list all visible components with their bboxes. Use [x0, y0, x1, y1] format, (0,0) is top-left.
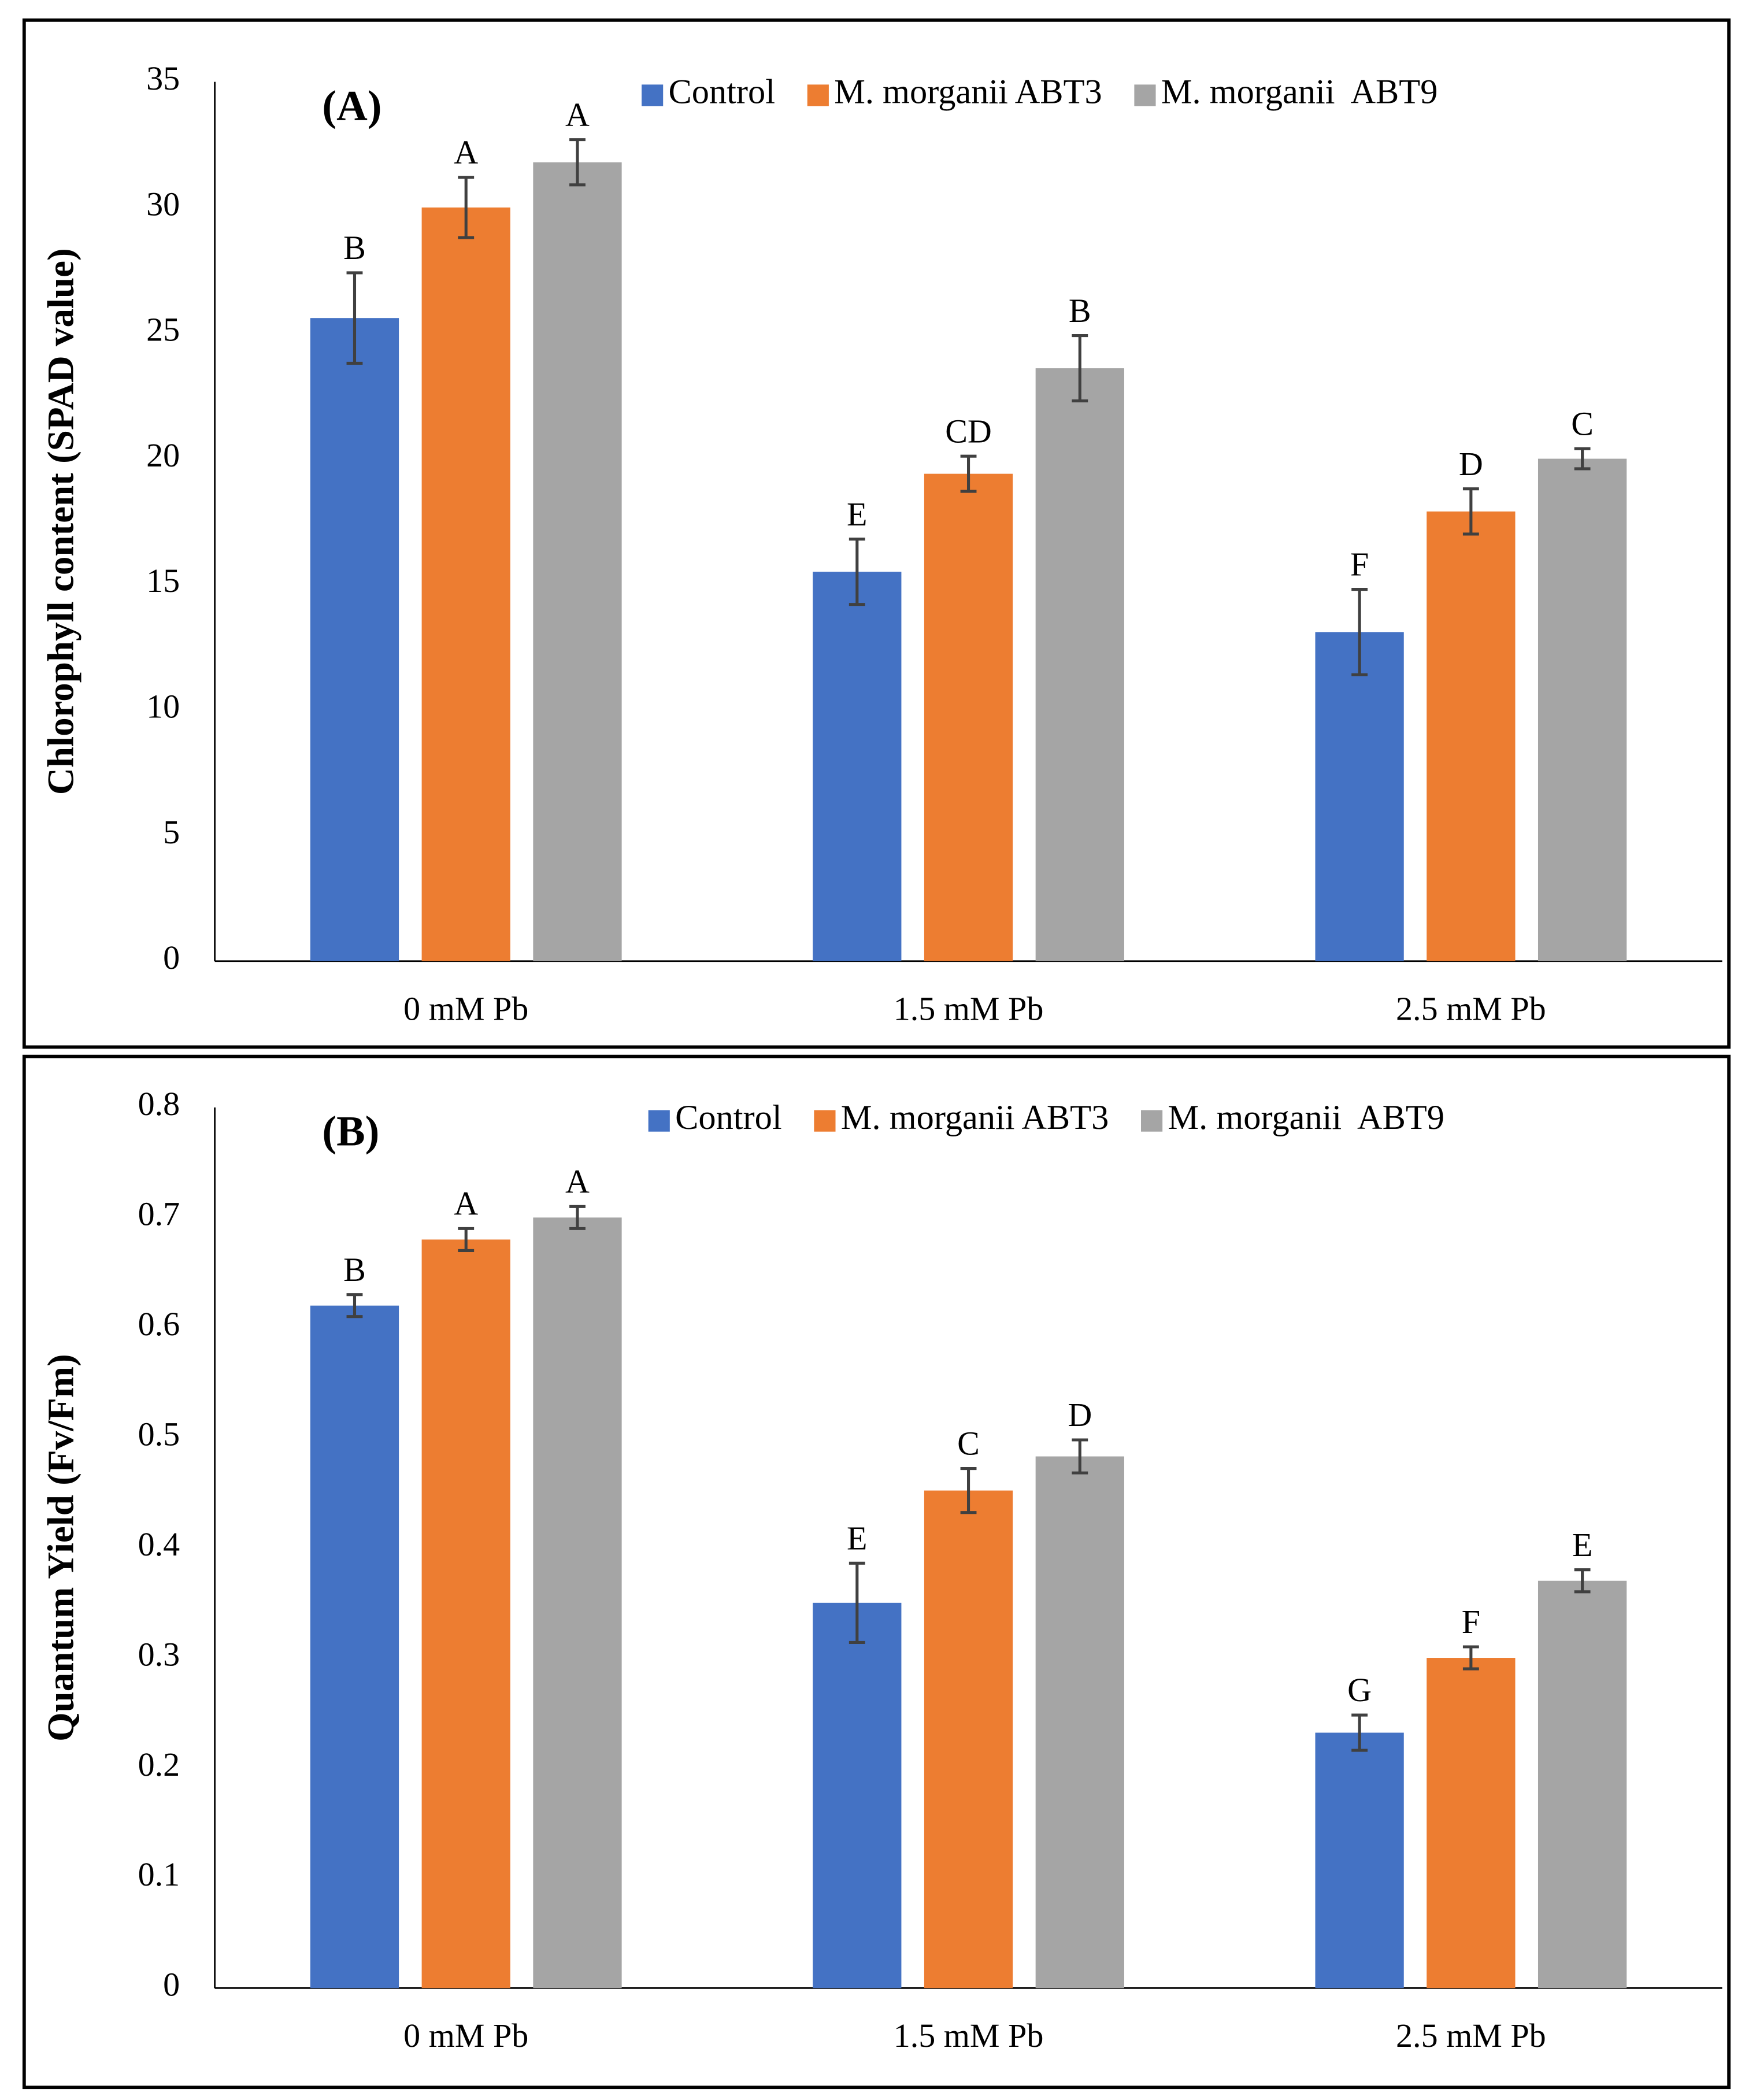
y-tick-label: 5 — [163, 813, 180, 851]
bar — [924, 473, 1013, 961]
error-bar — [346, 1293, 363, 1318]
significance-letter: E — [847, 1519, 867, 1557]
panel-border — [22, 18, 1731, 1049]
error-bar — [960, 1466, 977, 1514]
error-bar — [1072, 334, 1088, 403]
error-bar — [960, 454, 977, 493]
error-bar — [1351, 588, 1368, 676]
significance-letter: A — [565, 1162, 590, 1200]
legend-swatch — [642, 84, 664, 106]
significance-letter: A — [565, 96, 590, 134]
legend-swatch — [814, 1110, 836, 1132]
legend-label: Control — [669, 73, 776, 112]
significance-letter: F — [1350, 546, 1369, 583]
significance-letter: G — [1347, 1671, 1372, 1709]
y-tick-label: 10 — [146, 687, 180, 725]
y-tick-label: 0.7 — [138, 1195, 180, 1233]
error-bar — [458, 1227, 475, 1253]
legend-label: Control — [675, 1098, 782, 1137]
error-bar — [849, 538, 865, 606]
error-bar — [1072, 1438, 1088, 1475]
significance-letter: D — [1459, 445, 1483, 483]
legend-swatch — [648, 1110, 670, 1132]
y-tick-label: 0.8 — [138, 1085, 180, 1123]
bar — [533, 162, 622, 961]
bar — [1315, 632, 1404, 961]
error-bar — [1462, 1645, 1479, 1671]
panel-label: (A) — [322, 82, 381, 129]
significance-letter: C — [1571, 405, 1594, 442]
significance-letter: B — [343, 229, 366, 266]
y-tick-label: 35 — [146, 60, 180, 97]
x-tick-label: 1.5 mM Pb — [894, 2017, 1044, 2054]
significance-letter: D — [1068, 1396, 1092, 1434]
bar — [813, 572, 902, 961]
error-bar — [458, 176, 475, 239]
x-tick-label: 1.5 mM Pb — [894, 990, 1044, 1027]
significance-letter: B — [343, 1251, 366, 1288]
significance-letter: F — [1462, 1603, 1480, 1640]
panel-label: (B) — [322, 1108, 379, 1155]
x-tick-label: 2.5 mM Pb — [1396, 990, 1546, 1027]
significance-letter: A — [454, 134, 478, 171]
bar — [533, 1217, 622, 1988]
bar — [1315, 1732, 1404, 1988]
legend-label: M. morganii ABT3 — [834, 73, 1102, 112]
error-bar — [1351, 1713, 1368, 1752]
y-axis-title: Chlorophyll content (SPAD value) — [40, 248, 81, 795]
y-tick-label: 15 — [146, 562, 180, 599]
y-tick-label: 0.3 — [138, 1635, 180, 1673]
x-tick-label: 0 mM Pb — [403, 990, 528, 1027]
bar — [1035, 1456, 1124, 1988]
bar — [1427, 1658, 1516, 1988]
bar — [924, 1490, 1013, 1988]
legend-swatch — [1141, 1110, 1163, 1132]
bar — [421, 1239, 510, 1988]
y-tick-label: 0 — [163, 1966, 180, 2003]
bar — [310, 318, 399, 961]
significance-letter: C — [957, 1425, 980, 1462]
bar — [1537, 1580, 1627, 1988]
panel-border — [22, 1054, 1731, 2090]
bar — [813, 1602, 902, 1988]
bar — [1035, 368, 1124, 961]
x-tick-label: 2.5 mM Pb — [1396, 2017, 1546, 2054]
bar — [1427, 511, 1516, 961]
error-bar — [849, 1561, 865, 1644]
y-tick-label: 25 — [146, 311, 180, 349]
legend-swatch — [1134, 84, 1156, 106]
error-bar — [1462, 487, 1479, 536]
legend-label: M. morganii ABT9 — [1161, 73, 1438, 112]
significance-letter: E — [1572, 1526, 1592, 1564]
bar — [421, 207, 510, 961]
y-tick-label: 0 — [163, 939, 180, 976]
error-bar — [1574, 447, 1591, 471]
y-tick-label: 0.6 — [138, 1305, 180, 1343]
y-tick-label: 0.1 — [138, 1855, 180, 1893]
bar — [1537, 458, 1627, 961]
y-tick-label: 0.4 — [138, 1525, 180, 1563]
error-bar — [569, 1205, 586, 1230]
y-tick-label: 20 — [146, 436, 180, 474]
significance-letter: A — [454, 1185, 478, 1223]
y-axis-title: Quantum Yield (Fv/Fm) — [40, 1354, 81, 1742]
bar — [310, 1305, 399, 1988]
y-tick-label: 30 — [146, 185, 180, 223]
legend-swatch — [807, 84, 829, 106]
y-tick-label: 0.2 — [138, 1746, 180, 1783]
significance-letter: E — [847, 495, 867, 533]
significance-letter: CD — [945, 412, 992, 450]
error-bar — [1574, 1568, 1591, 1594]
legend-label: M. morganii ABT3 — [841, 1098, 1109, 1137]
legend-label: M. morganii ABT9 — [1168, 1098, 1444, 1137]
error-bar — [346, 271, 363, 365]
x-tick-label: 0 mM Pb — [403, 2017, 528, 2054]
error-bar — [569, 138, 586, 187]
significance-letter: B — [1069, 292, 1091, 329]
y-tick-label: 0.5 — [138, 1416, 180, 1453]
